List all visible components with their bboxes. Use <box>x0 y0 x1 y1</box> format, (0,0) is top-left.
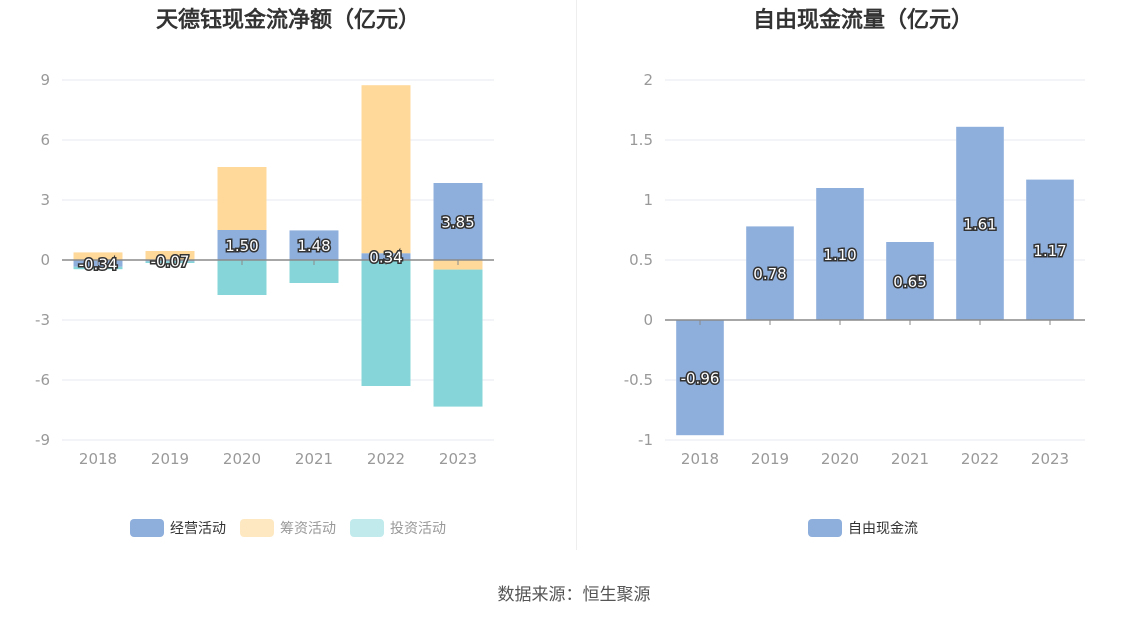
data-label: 0.65 <box>893 273 926 291</box>
data-label: 3.85 <box>441 214 474 232</box>
data-label: 1.61 <box>963 215 996 233</box>
x-tick-label: 2019 <box>751 450 789 468</box>
y-tick-label: 9 <box>40 71 50 89</box>
legend-swatch-financing <box>240 519 274 537</box>
cash-flow-net-plot: 9 6 3 0 -3 -6 -9 2018 2019 2020 2021 2022 2023 -0.34 -… <box>35 71 494 468</box>
data-label: 1.10 <box>823 246 856 264</box>
y-tick-label: 2 <box>643 71 653 89</box>
bar-2018-s1[interactable] <box>73 252 123 260</box>
chart-title-left: 天德钰现金流净额（亿元） <box>155 8 420 33</box>
y-tick-label: 1 <box>643 191 653 209</box>
x-tick-label: 2021 <box>295 450 333 468</box>
data-label: -0.34 <box>79 255 118 273</box>
bar-2022-s1[interactable] <box>361 85 411 254</box>
legend-right: 自由现金流 <box>578 518 1148 538</box>
y-tick-label: -1 <box>638 431 653 449</box>
y-tick-label: 1.5 <box>629 131 653 149</box>
y-tick-label: 0.5 <box>629 251 653 269</box>
bar-2019-s0[interactable] <box>746 226 794 320</box>
bar-2023-s0[interactable] <box>433 183 483 260</box>
free-cash-flow-plot: 2 1.5 1 0.5 0 -0.5 -1 2018 2019 2020 2021 2022 2023 -… <box>624 71 1085 468</box>
legend-label-financing: 筹资活动 <box>280 521 336 537</box>
y-tick-label: 0 <box>40 251 50 269</box>
legend-label-operating: 经营活动 <box>170 521 226 537</box>
y-tick-label: -6 <box>35 371 50 389</box>
data-label: 0.78 <box>753 265 786 283</box>
bar-2019-s1[interactable] <box>145 251 195 260</box>
data-label: 1.17 <box>1033 242 1066 260</box>
bar-2021-s2[interactable] <box>289 260 339 283</box>
legend-left: 经营活动 筹资活动 投资活动 <box>0 518 576 538</box>
data-label: 1.48 <box>297 237 330 255</box>
bar-2022-s2[interactable] <box>361 260 411 386</box>
legend-item-free-cash-flow[interactable]: 自由现金流 <box>808 518 918 538</box>
y-tick-label: 3 <box>40 191 50 209</box>
x-tick-label: 2022 <box>367 450 405 468</box>
legend-swatch-investing <box>350 519 384 537</box>
legend-item-operating[interactable]: 经营活动 <box>130 518 226 538</box>
bar-2020-s0[interactable] <box>217 230 267 260</box>
x-tick-label: 2019 <box>151 450 189 468</box>
data-label: -0.96 <box>681 370 720 388</box>
bar-2021-s0[interactable] <box>886 242 934 320</box>
free-cash-flow-chart: 自由现金流量（亿元） 2 1.5 1 0.5 0 -0.5 -1 2018 2019 2020 20… <box>578 0 1148 560</box>
chart-title-right: 自由现金流量（亿元） <box>752 8 973 33</box>
bar-2022-s0[interactable] <box>361 253 411 260</box>
bar-2020-s2[interactable] <box>217 260 267 295</box>
data-label: 0.34 <box>369 249 402 267</box>
bar-2021-s0[interactable] <box>289 230 339 260</box>
data-source: 数据来源：恒生聚源 <box>497 585 651 605</box>
panel-divider <box>576 0 577 550</box>
bar-2022-s0[interactable] <box>956 126 1004 320</box>
x-tick-label: 2021 <box>891 450 929 468</box>
bar-2018-s0[interactable] <box>676 320 724 436</box>
legend-swatch-operating <box>130 519 164 537</box>
bar-2020-s1[interactable] <box>217 167 267 230</box>
x-tick-label: 2023 <box>1031 450 1069 468</box>
x-tick-label: 2022 <box>961 450 999 468</box>
legend-label-free-cash-flow: 自由现金流 <box>848 521 918 537</box>
bar-2023-s2[interactable] <box>433 269 483 407</box>
legend-swatch-free-cash-flow <box>808 519 842 537</box>
x-tick-label: 2023 <box>439 450 477 468</box>
cash-flow-net-chart: 天德钰现金流净额（亿元） 9 6 3 0 -3 -6 -9 2018 2019 2020 2021 2… <box>0 0 576 560</box>
legend-label-investing: 投资活动 <box>390 521 446 537</box>
x-tick-label: 2020 <box>223 450 261 468</box>
x-tick-label: 2018 <box>79 450 117 468</box>
data-label: -0.07 <box>151 253 190 271</box>
bar-2023-s0[interactable] <box>1026 179 1074 320</box>
legend-item-investing[interactable]: 投资活动 <box>350 518 446 538</box>
y-tick-label: 0 <box>643 311 653 329</box>
x-tick-label: 2020 <box>821 450 859 468</box>
data-label: 1.50 <box>225 237 258 255</box>
y-tick-label: 6 <box>40 131 50 149</box>
y-tick-label: -9 <box>35 431 50 449</box>
y-tick-label: -0.5 <box>624 371 653 389</box>
y-tick-label: -3 <box>35 311 50 329</box>
bar-2020-s0[interactable] <box>816 188 864 320</box>
legend-item-financing[interactable]: 筹资活动 <box>240 518 336 538</box>
x-tick-label: 2018 <box>681 450 719 468</box>
bar-2018-s2[interactable] <box>73 266 123 270</box>
